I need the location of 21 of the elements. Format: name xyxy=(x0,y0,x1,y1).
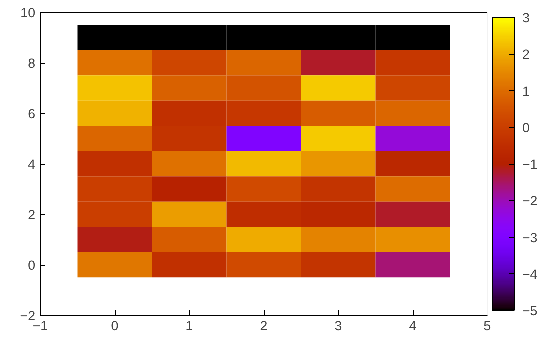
x-tick-label: 0 xyxy=(111,318,119,334)
color-bar-label: −1 xyxy=(522,157,538,172)
y-tick-label: 8 xyxy=(28,56,36,71)
x-tick-label: 1 xyxy=(186,318,194,334)
y-tick-label: 2 xyxy=(28,208,36,222)
color-bar-label: −5 xyxy=(522,304,538,318)
x-tick-label: 3 xyxy=(334,318,342,334)
x-tick-label: 4 xyxy=(409,318,418,334)
x-tick-label: 5 xyxy=(484,318,492,334)
color-bar-label: −4 xyxy=(522,266,538,282)
color-bar-label: 1 xyxy=(522,84,530,99)
color-bar-label: 2 xyxy=(522,47,530,62)
y-tick-label: 0 xyxy=(28,258,36,273)
color-bar-label: 3 xyxy=(522,10,530,26)
y-tick-label: 4 xyxy=(28,157,36,172)
color-bar-label: −3 xyxy=(522,230,538,246)
x-tick-label: 2 xyxy=(260,318,268,334)
y-tick-label: 10 xyxy=(20,6,36,20)
color-bar-label: −2 xyxy=(522,194,538,209)
color-bar-label: 0 xyxy=(522,120,530,136)
y-tick-label: 6 xyxy=(28,106,36,122)
